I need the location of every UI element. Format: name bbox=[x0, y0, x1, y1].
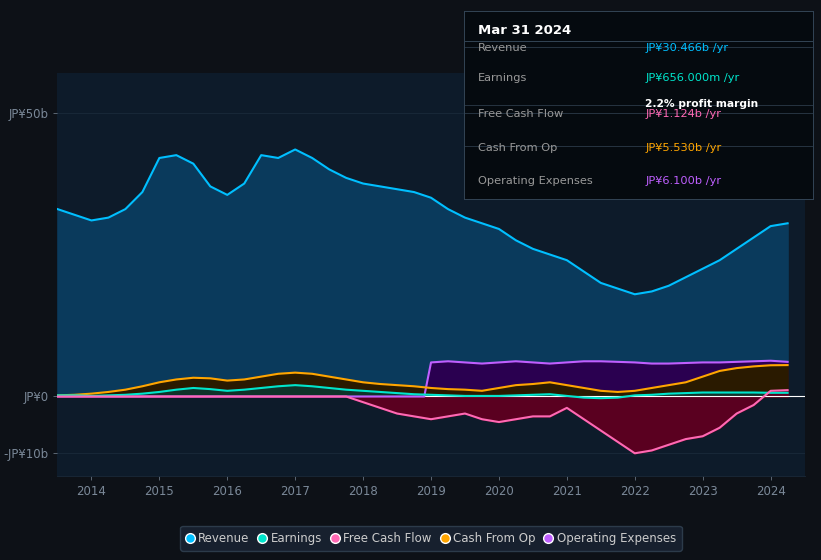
Legend: Revenue, Earnings, Free Cash Flow, Cash From Op, Operating Expenses: Revenue, Earnings, Free Cash Flow, Cash … bbox=[181, 526, 681, 550]
Text: JP¥30.466b /yr: JP¥30.466b /yr bbox=[645, 43, 728, 53]
Text: Operating Expenses: Operating Expenses bbox=[478, 176, 593, 186]
Text: JP¥656.000m /yr: JP¥656.000m /yr bbox=[645, 73, 740, 83]
Text: JP¥5.530b /yr: JP¥5.530b /yr bbox=[645, 143, 722, 152]
Text: Earnings: Earnings bbox=[478, 73, 527, 83]
Text: Free Cash Flow: Free Cash Flow bbox=[478, 109, 563, 119]
Text: Revenue: Revenue bbox=[478, 43, 527, 53]
Text: JP¥1.124b /yr: JP¥1.124b /yr bbox=[645, 109, 722, 119]
Text: JP¥6.100b /yr: JP¥6.100b /yr bbox=[645, 176, 722, 186]
Text: Cash From Op: Cash From Op bbox=[478, 143, 557, 152]
Text: 2.2% profit margin: 2.2% profit margin bbox=[645, 99, 759, 109]
Text: Mar 31 2024: Mar 31 2024 bbox=[478, 24, 571, 38]
